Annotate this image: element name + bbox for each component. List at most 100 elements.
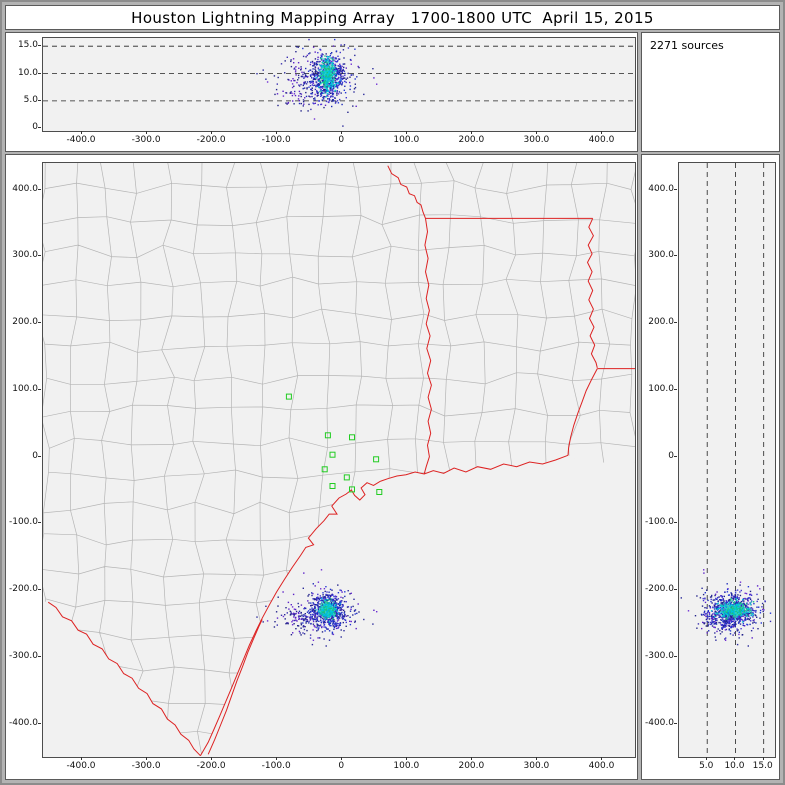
tick-mark <box>734 757 736 760</box>
tick-mark <box>146 131 148 134</box>
sources-count-label: 2271 sources <box>650 39 724 52</box>
tick-label: 300.0 <box>648 250 674 261</box>
tick-label: -400.0 <box>66 761 96 771</box>
window-title: Houston Lightning Mapping Array 1700-180… <box>131 8 654 27</box>
dashed-altitude-gridlines <box>706 163 765 757</box>
lma-station-marker <box>329 451 336 458</box>
tick-mark <box>38 72 41 74</box>
tick-label: 100.0 <box>12 383 38 394</box>
tick-mark <box>762 757 764 760</box>
lightning-sources <box>256 569 378 647</box>
lightning-sources <box>256 38 378 127</box>
mexico-area <box>43 601 201 757</box>
border-rio-grande <box>47 601 201 757</box>
tick-mark <box>601 757 603 760</box>
tick-mark <box>601 131 603 134</box>
tick-label: 15.0 <box>752 761 773 771</box>
tick-mark <box>146 757 148 760</box>
tick-label: -100.0 <box>261 761 291 771</box>
tick-label: 100.0 <box>648 383 674 394</box>
border-red-river <box>387 165 426 219</box>
tick-label: 0 <box>338 135 345 145</box>
sources-count-panel: 2271 sources <box>641 32 780 152</box>
lma-station-marker <box>329 483 336 489</box>
altitude-ew-scatter <box>43 38 635 127</box>
tick-label: -300.0 <box>8 650 38 661</box>
tick-label: 400.0 <box>12 183 38 194</box>
lma-station-marker <box>376 489 383 495</box>
tick-mark <box>674 322 677 324</box>
tick-label: -300.0 <box>131 761 161 771</box>
plan-view-map-plot <box>42 162 636 758</box>
tick-mark <box>38 45 41 47</box>
tick-mark <box>674 522 677 524</box>
tick-label: -100.0 <box>644 517 674 528</box>
tick-label: 300.0 <box>523 761 550 771</box>
lma-station-marker <box>321 466 328 473</box>
lightning-sources <box>680 569 772 647</box>
tick-mark <box>674 188 677 190</box>
plan-view-map <box>43 163 635 757</box>
tick-label: 300.0 <box>12 250 38 261</box>
tick-label: -400.0 <box>644 717 674 728</box>
tick-mark <box>38 255 41 257</box>
tick-mark <box>406 131 408 134</box>
tick-mark <box>276 131 278 134</box>
tick-label: 200.0 <box>458 761 485 771</box>
tick-label: -200.0 <box>644 584 674 595</box>
plan-view-map-panel: -400.0 -300.0 -200.0 -100.0 0 100.0 200.0 300.0… <box>5 154 638 780</box>
tick-mark <box>81 131 83 134</box>
tick-mark <box>38 655 41 657</box>
border-miss-upper <box>586 218 598 369</box>
tick-label: 100.0 <box>393 761 420 771</box>
tick-mark <box>38 388 41 390</box>
tick-label: 400.0 <box>648 183 674 194</box>
gulf-water <box>199 455 635 757</box>
border-coast <box>199 454 569 756</box>
tick-label: 0 <box>338 761 345 771</box>
title-bar: Houston Lightning Mapping Array 1700-180… <box>5 5 780 30</box>
tick-label: 0 <box>32 450 38 461</box>
tick-mark <box>211 131 213 134</box>
tick-label: -200.0 <box>8 584 38 595</box>
tick-label: 100.0 <box>393 135 420 145</box>
tick-label: 5.0 <box>23 94 38 105</box>
tick-mark <box>341 131 343 134</box>
tick-mark <box>471 757 473 760</box>
tick-label: -200.0 <box>196 135 226 145</box>
tick-mark <box>276 757 278 760</box>
tick-label: 10.0 <box>17 67 38 78</box>
tick-label: 200.0 <box>12 317 38 328</box>
altitude-ew-plot <box>42 37 636 132</box>
tick-mark <box>211 757 213 760</box>
tick-mark <box>81 757 83 760</box>
altitude-ns-panel: 5.0 10.0 15.0 400.0 300.0 200.0 100.0 0 -100.0 -2… <box>641 154 780 780</box>
tick-mark <box>38 455 41 457</box>
tick-mark <box>674 388 677 390</box>
tick-label: -400.0 <box>8 717 38 728</box>
tick-label: 300.0 <box>523 135 550 145</box>
lma-station-marker <box>285 393 292 400</box>
tick-mark <box>406 757 408 760</box>
tick-mark <box>38 127 41 129</box>
tick-mark <box>674 255 677 257</box>
tick-mark <box>674 655 677 657</box>
altitude-ns-plot <box>678 162 776 758</box>
tick-label: 10.0 <box>724 761 745 771</box>
tick-mark <box>38 589 41 591</box>
border-barrier-island <box>207 619 263 755</box>
tick-label: 0 <box>668 450 674 461</box>
tick-label: 200.0 <box>648 317 674 328</box>
tick-label: -300.0 <box>131 135 161 145</box>
tick-mark <box>38 522 41 524</box>
lma-station-marker <box>349 434 355 441</box>
lma-station-marker <box>324 432 331 439</box>
lma-station-marker <box>349 486 355 493</box>
tick-label: -300.0 <box>644 650 674 661</box>
lma-station-marker <box>373 456 380 463</box>
tick-label: -400.0 <box>66 135 96 145</box>
tick-mark <box>674 722 677 724</box>
tick-mark <box>38 322 41 324</box>
border-miss-lower <box>567 368 598 456</box>
tick-mark <box>706 757 708 760</box>
